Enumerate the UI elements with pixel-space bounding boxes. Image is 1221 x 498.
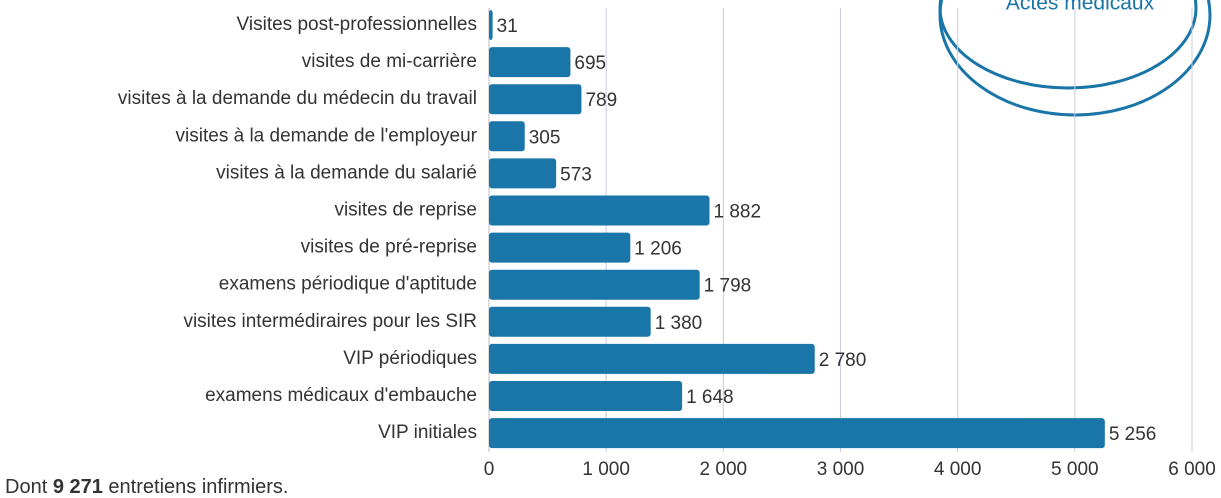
y-tick-label: Visites post-professionnelles xyxy=(237,14,477,35)
value-label: 1 882 xyxy=(714,202,762,223)
footnote-text: Dont xyxy=(5,476,53,498)
x-tick-label: 4 000 xyxy=(934,459,982,480)
y-tick-label: examens médicaux d'embauche xyxy=(205,385,477,406)
bar xyxy=(489,84,581,114)
value-label: 789 xyxy=(585,90,617,111)
bar xyxy=(489,196,710,226)
chart: Actes médicaux Dont 9 271 entretiens inf… xyxy=(0,0,1221,498)
x-tick-label: 1 000 xyxy=(582,459,630,480)
value-label: 31 xyxy=(497,16,518,37)
bar xyxy=(489,307,651,337)
x-tick-label: 0 xyxy=(484,459,495,480)
y-tick-label: VIP initiales xyxy=(378,422,477,443)
value-label: 1 380 xyxy=(655,313,703,334)
value-label: 695 xyxy=(574,53,606,74)
value-label: 5 256 xyxy=(1109,424,1157,445)
bar xyxy=(489,158,556,188)
bar xyxy=(489,418,1105,448)
footnote-number: 9 271 xyxy=(53,476,103,498)
value-label: 305 xyxy=(529,127,561,148)
y-tick-label: visites de reprise xyxy=(334,200,477,221)
bar xyxy=(489,10,493,40)
x-tick-label: 3 000 xyxy=(817,459,865,480)
value-label: 2 780 xyxy=(819,350,867,371)
bar xyxy=(489,47,570,77)
footnote-text: entretiens infirmiers. xyxy=(103,476,289,498)
y-tick-label: examens périodique d'aptitude xyxy=(219,274,477,295)
value-label: 1 206 xyxy=(634,239,682,260)
value-label: 573 xyxy=(560,164,592,185)
y-tick-label: VIP périodiques xyxy=(343,348,477,369)
x-tick-label: 5 000 xyxy=(1051,459,1099,480)
y-tick-label: visites intermédiraires pour les SIR xyxy=(183,311,477,332)
bar xyxy=(489,270,700,300)
bar xyxy=(489,121,525,151)
value-label: 1 798 xyxy=(704,276,752,297)
y-tick-label: visites de pré-reprise xyxy=(301,237,477,258)
x-tick-label: 6 000 xyxy=(1168,459,1216,480)
footnote: Dont 9 271 entretiens infirmiers. xyxy=(5,476,289,498)
y-tick-label: visites à la demande du salarié xyxy=(216,162,477,183)
y-tick-label: visites de mi-carrière xyxy=(302,51,477,72)
badge-title: Actes médicaux xyxy=(1006,0,1155,15)
y-tick-label: visites à la demande du médecin du trava… xyxy=(118,88,477,109)
bar xyxy=(489,381,682,411)
value-label: 1 648 xyxy=(686,387,734,408)
x-tick-label: 2 000 xyxy=(700,459,748,480)
bar xyxy=(489,344,815,374)
bar xyxy=(489,233,630,263)
y-tick-label: visites à la demande de l'employeur xyxy=(176,125,478,146)
